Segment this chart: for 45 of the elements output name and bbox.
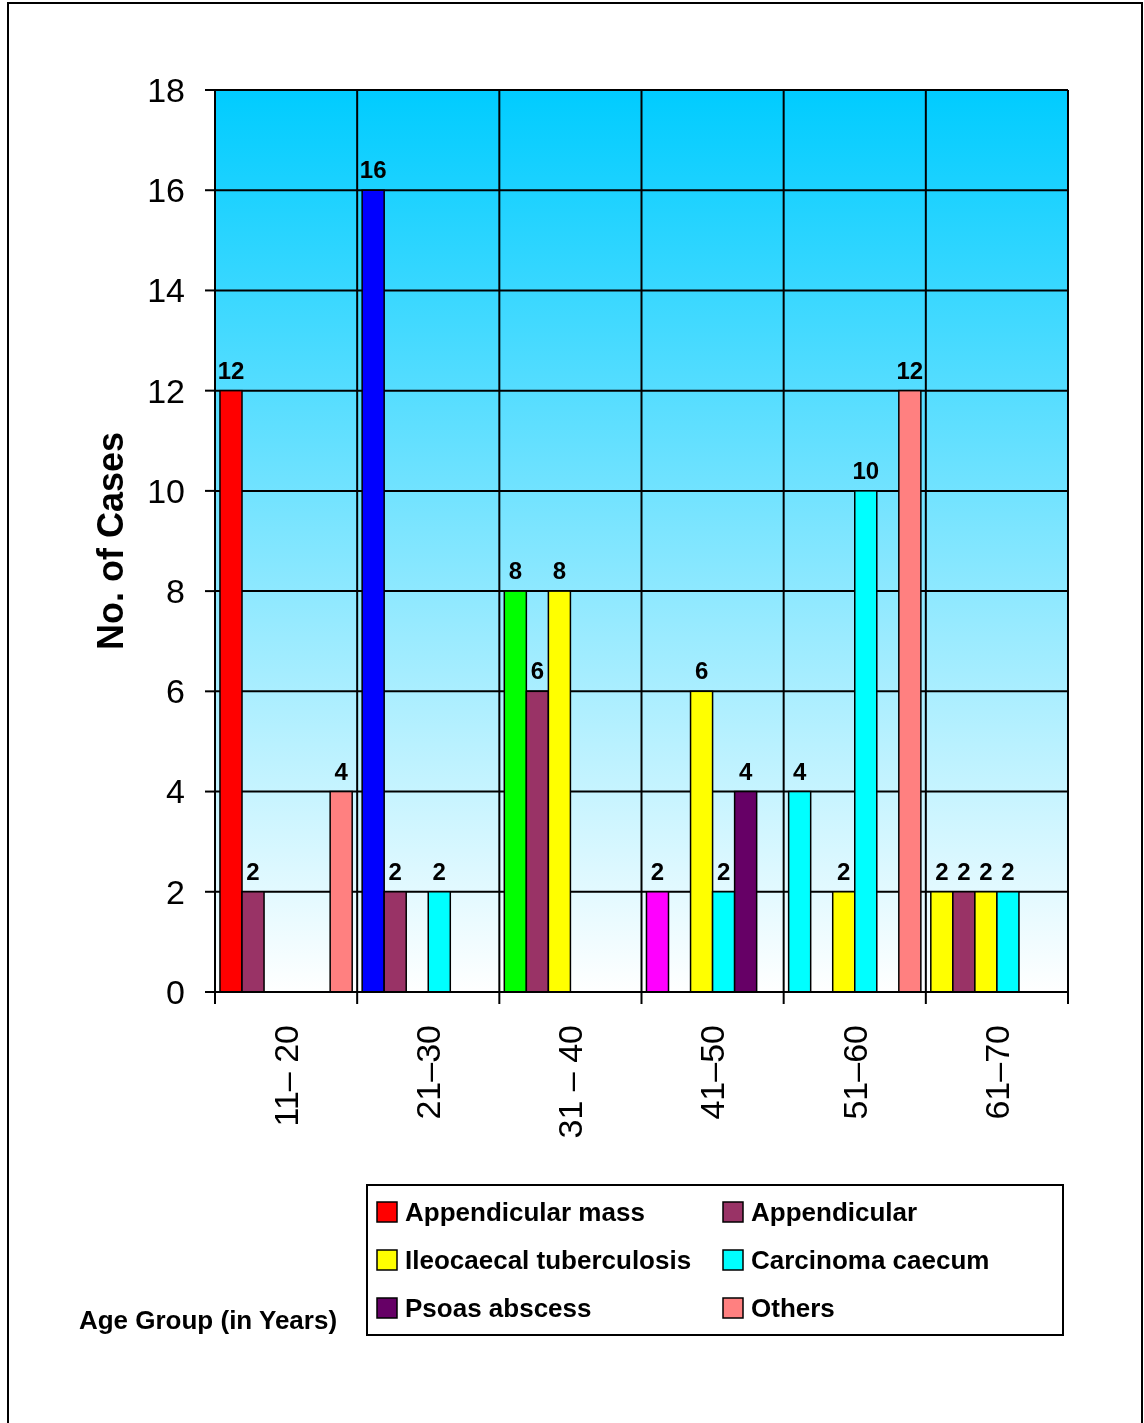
data-label: 2 xyxy=(388,857,402,885)
data-label: 8 xyxy=(552,557,567,585)
y-tick-label: 10 xyxy=(147,471,185,510)
y-tick-label: 8 xyxy=(166,572,185,611)
y-tick-label: 12 xyxy=(147,371,185,410)
data-label: 6 xyxy=(694,657,709,685)
data-label: 2 xyxy=(837,857,851,885)
text: Age Group (in Years) xyxy=(78,1305,338,1336)
x-tick-label: 21–30 xyxy=(409,1025,448,1120)
y-tick-label: 6 xyxy=(166,672,185,711)
data-label: 2 xyxy=(716,857,731,885)
y-tick-label: 18 xyxy=(147,70,185,109)
data-label: 6 xyxy=(530,657,545,685)
y-axis-title: No. of Cases xyxy=(89,431,131,651)
data-label: 10 xyxy=(852,456,880,484)
legend-label: Ileocaecal tuberculosis xyxy=(405,1245,692,1276)
data-label: 8 xyxy=(508,557,523,585)
x-tick-label: 41–50 xyxy=(693,1025,732,1120)
data-label: 2 xyxy=(1001,857,1015,885)
legend-label: Carcinoma caecum xyxy=(751,1245,990,1276)
data-label: 4 xyxy=(738,757,753,785)
y-tick-label: 4 xyxy=(166,772,185,811)
y-tick-label: 2 xyxy=(166,872,185,911)
data-label: 4 xyxy=(334,757,349,785)
legend-label: Appendicular mass xyxy=(405,1197,645,1228)
legend-label: Others xyxy=(751,1293,835,1324)
x-tick-label: 31 – 40 xyxy=(551,1025,590,1139)
x-tick-label: 51–60 xyxy=(835,1025,874,1120)
data-label: 4 xyxy=(792,757,807,785)
data-label: 2 xyxy=(650,857,665,885)
legend-label: Appendicular xyxy=(751,1197,918,1228)
y-tick-label: 14 xyxy=(147,271,185,310)
y-tick-label: 0 xyxy=(166,972,185,1011)
data-label: 12 xyxy=(217,356,245,384)
data-label: 16 xyxy=(359,156,387,184)
legend-label: Psoas abscess xyxy=(405,1293,592,1324)
x-tick-label: 61–70 xyxy=(977,1025,1016,1120)
data-label: 2 xyxy=(957,857,971,885)
y-tick-label: 16 xyxy=(147,171,185,210)
data-label: 12 xyxy=(896,356,924,384)
data-label: 2 xyxy=(432,857,446,885)
data-label: 2 xyxy=(935,857,949,885)
data-label: 2 xyxy=(246,857,260,885)
data-label: 2 xyxy=(979,857,993,885)
x-tick-label: 11– 20 xyxy=(266,1025,305,1127)
